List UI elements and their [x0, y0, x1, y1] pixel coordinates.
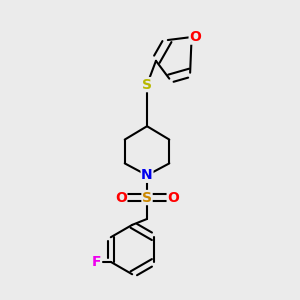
Text: S: S	[142, 78, 152, 92]
Text: F: F	[92, 255, 101, 269]
Text: S: S	[142, 190, 152, 205]
Text: O: O	[115, 190, 127, 205]
Text: N: N	[141, 168, 153, 182]
Text: O: O	[189, 30, 201, 44]
Text: O: O	[167, 190, 179, 205]
